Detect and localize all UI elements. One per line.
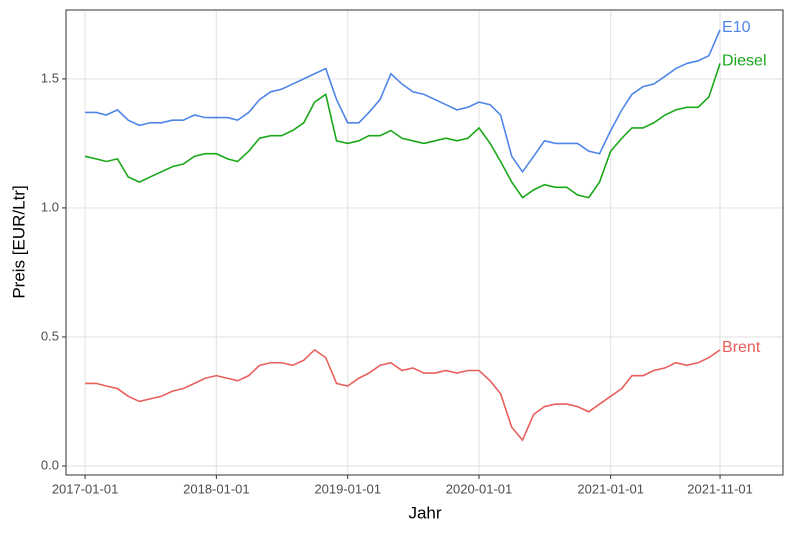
- x-tick-label: 2017-01-01: [52, 481, 119, 496]
- series-label: E10: [722, 19, 751, 36]
- x-tick-label: 2021-11-01: [687, 481, 753, 496]
- series-label: Diesel: [722, 53, 766, 70]
- x-axis-title: Jahr: [408, 503, 441, 522]
- y-tick-label: 0.0: [41, 457, 59, 472]
- y-tick-label: 1.0: [41, 199, 59, 214]
- x-tick-label: 2021-01-01: [577, 481, 644, 496]
- plot-border: [65, 9, 784, 476]
- x-tick-label: 2019-01-01: [314, 481, 381, 496]
- line-series: [85, 348, 721, 442]
- x-tick-label: 2018-01-01: [183, 481, 250, 496]
- x-tick-label: 2020-01-01: [446, 481, 513, 496]
- y-tick-label: 0.5: [41, 328, 59, 343]
- line-series: [84, 63, 721, 199]
- line-series: [85, 29, 721, 174]
- y-axis-title: Preis [EUR/Ltr]: [9, 185, 28, 298]
- series-label: Brent: [722, 339, 761, 356]
- y-tick-label: 1.5: [41, 70, 59, 85]
